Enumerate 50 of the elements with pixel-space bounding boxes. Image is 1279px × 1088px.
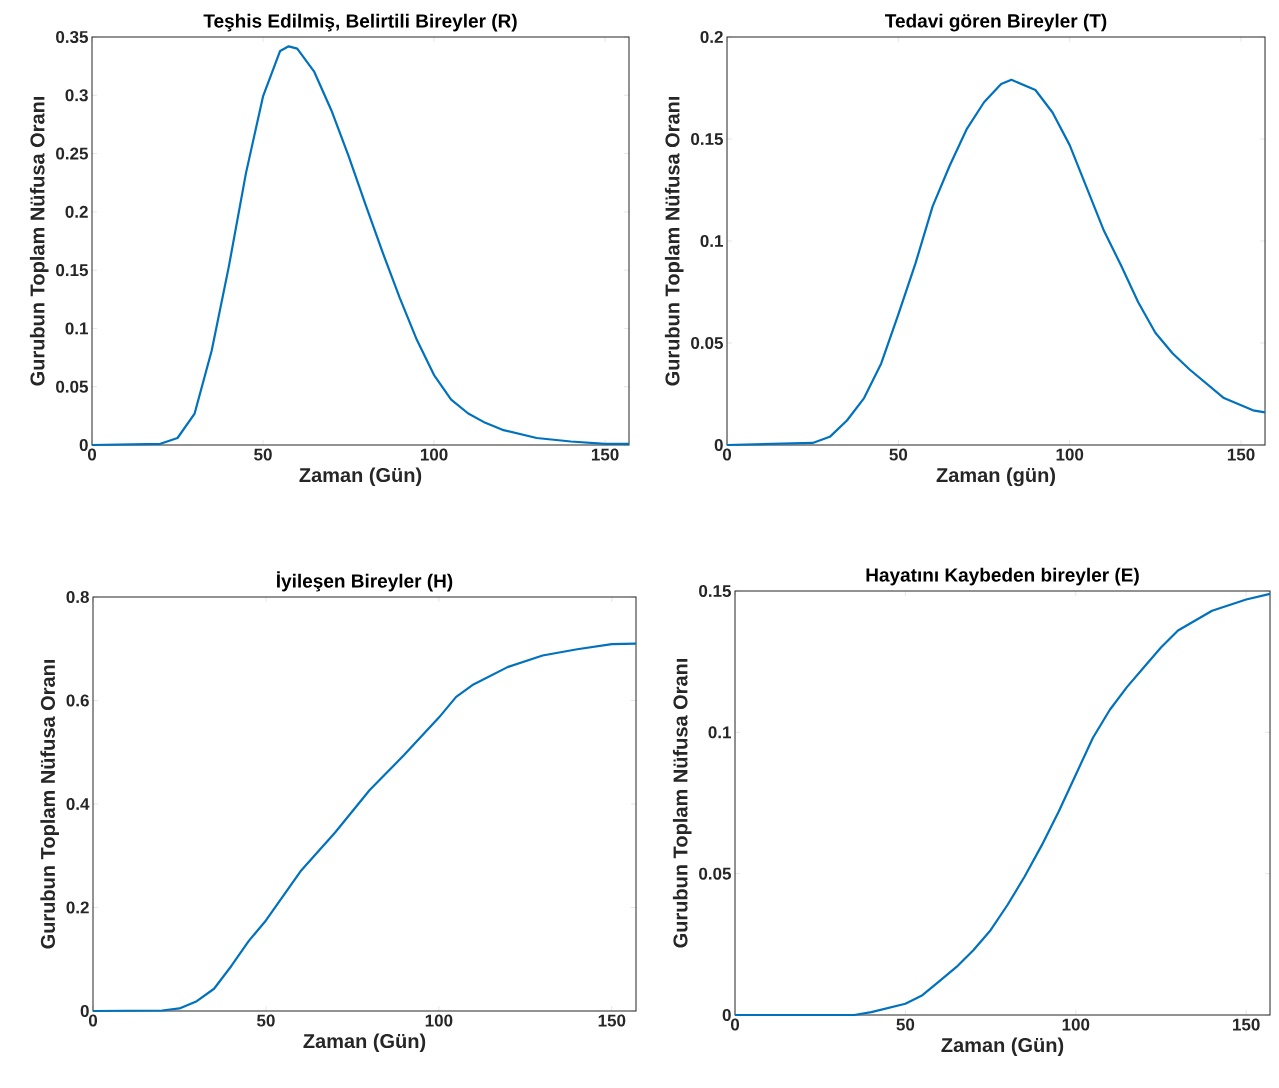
x-axis-title: Zaman (Gün) <box>299 467 422 487</box>
y-tick-label: 0.05 <box>691 336 724 350</box>
x-tick-label: 100 <box>1056 448 1084 461</box>
y-axis-title: Gurubun Toplam Nüfusa Oranı <box>40 660 59 949</box>
y-tick-label: 0.4 <box>66 797 90 811</box>
x-tick-label: 0 <box>730 1018 740 1031</box>
y-tick-label: 0.6 <box>66 694 89 707</box>
x-tick-label: 100 <box>420 448 448 461</box>
x-tick-label: 50 <box>896 1018 915 1031</box>
y-tick-label: 0.05 <box>699 867 732 880</box>
y-tick-label: 0.3 <box>65 89 88 102</box>
x-axis-title: Zaman (gün) <box>936 467 1055 487</box>
y-tick-label: 0.15 <box>691 132 724 146</box>
line-series <box>90 45 631 447</box>
y-tick-label: 0.15 <box>56 264 88 277</box>
x-axis-title: Zaman (Gün) <box>941 1037 1064 1057</box>
y-tick-label: 0 <box>79 438 88 452</box>
y-tick-label: 0.2 <box>700 30 723 44</box>
x-tick-label: 50 <box>889 448 908 461</box>
y-tick-label: 0.2 <box>66 901 89 914</box>
line-series <box>733 592 1272 1017</box>
y-tick-label: 0.1 <box>708 726 732 739</box>
y-axis-title: Gurubun Toplam Nüfusa Oranı <box>664 97 684 386</box>
x-tick-label: 150 <box>598 1014 626 1027</box>
x-tick-label: 50 <box>257 1014 275 1027</box>
x-tick-label: 150 <box>1227 448 1255 461</box>
y-axis-title: Gurubun Toplam Nüfusa Oranı <box>672 659 692 948</box>
x-tick-label: 100 <box>1062 1018 1090 1031</box>
x-tick-label: 150 <box>1233 1018 1260 1031</box>
y-tick-label: 0 <box>80 1004 89 1018</box>
chart-title: İyileşen Bireyler (H) <box>277 571 453 592</box>
x-tick-label: 50 <box>254 448 272 461</box>
chart-title: Hayatını Kaybeden bireyler (E) <box>866 567 1139 586</box>
y-tick-label: 0 <box>714 438 723 452</box>
y-tick-label: 0.8 <box>66 590 89 604</box>
line-series <box>91 642 638 1013</box>
x-tick-label: 0 <box>88 1014 98 1027</box>
y-tick-label: 0.05 <box>56 380 88 393</box>
y-tick-label: 0.25 <box>56 147 88 160</box>
y-tick-label: 0.1 <box>65 322 88 335</box>
y-tick-label: 0.35 <box>56 30 88 44</box>
y-tick-label: 0.1 <box>700 234 724 248</box>
chart-title: Tedavi gören Bireyler (T) <box>885 13 1107 32</box>
y-tick-label: 0.2 <box>65 205 88 218</box>
x-tick-label: 100 <box>425 1014 453 1027</box>
x-tick-label: 150 <box>591 448 619 461</box>
y-axis-title: Gurubun Toplam Nüfusa Oranı <box>29 97 49 386</box>
y-tick-label: 0.15 <box>699 584 732 598</box>
chart-title: Teşhis Edilmiş, Belirtili Bireyler (R) <box>203 13 517 32</box>
x-axis-title: Zaman (Gün) <box>303 1033 426 1053</box>
